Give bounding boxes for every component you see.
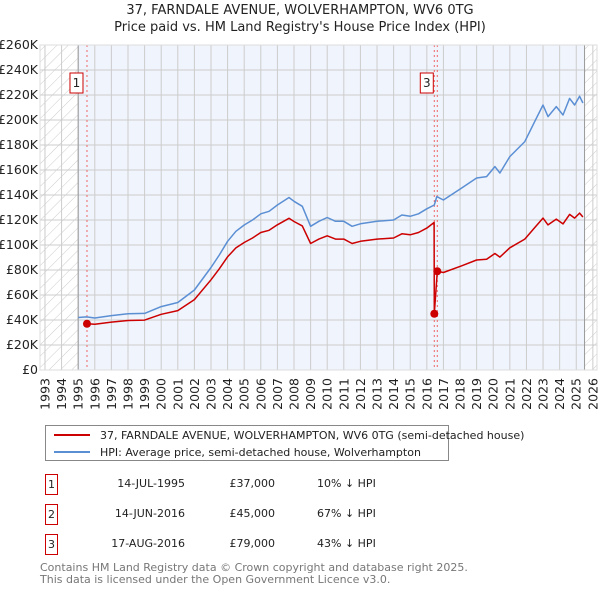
property-price-line (86, 212, 584, 326)
sale-date: 17-AUG-2016 (111, 537, 185, 550)
legend-item-property: 37, FARNDALE AVENUE, WOLVERHAMPTON, WV6 … (54, 427, 524, 443)
x-tick-label: 2016 (419, 378, 434, 410)
x-tick-label: 1997 (104, 378, 119, 410)
sale-number: 1 (45, 474, 58, 495)
x-tick-label: 2012 (353, 378, 368, 410)
footer-licence: This data is licensed under the Open Gov… (40, 573, 391, 586)
x-tick-label: 2015 (403, 378, 418, 410)
x-tick-label: 2000 (154, 378, 169, 410)
legend-item-hpi: HPI: Average price, semi-detached house,… (54, 444, 421, 460)
y-tick-label: £240K (0, 62, 39, 77)
x-tick-label: 2008 (287, 378, 302, 410)
x-tick-label: 2007 (270, 378, 285, 410)
x-tick-label: 2024 (552, 378, 567, 410)
x-tick-label: 2019 (469, 378, 484, 410)
y-tick-label: £60K (6, 287, 39, 302)
sale-date: 14-JUN-2016 (114, 507, 185, 520)
x-tick-label: 2014 (386, 378, 401, 410)
x-tick-label: 2011 (336, 378, 351, 410)
x-tick-label: 2004 (220, 378, 235, 410)
plot-background (40, 45, 597, 370)
sale-price: £45,000 (229, 507, 276, 520)
sale-row-3: 3 17-AUG-2016 £79,000 43% ↓ HPI (45, 534, 465, 555)
x-tick-label: 2026 (585, 378, 600, 410)
x-tick-label: 1999 (137, 378, 152, 410)
chart-title: 37, FARNDALE AVENUE, WOLVERHAMPTON, WV6 … (126, 3, 474, 18)
sale-date: 14-JUL-1995 (117, 477, 185, 490)
x-tick-label: 2017 (436, 378, 451, 410)
x-tick-label: 2006 (253, 378, 268, 410)
y-tick-label: £0 (22, 362, 38, 377)
no-data-region-right (584, 45, 597, 370)
sale-point-2 (430, 309, 439, 318)
x-tick-label: 2025 (569, 378, 584, 410)
footer-copyright: Contains HM Land Registry data © Crown c… (40, 561, 468, 574)
x-tick-label: 1998 (120, 378, 135, 410)
x-tick-label: 1993 (37, 378, 52, 410)
x-tick-label: 2023 (536, 378, 551, 410)
x-tick-label: 2022 (519, 378, 534, 410)
sale-row-2: 2 14-JUN-2016 £45,000 67% ↓ HPI (45, 504, 465, 525)
y-tick-label: £180K (0, 137, 39, 152)
x-tick-label: 1994 (54, 378, 69, 410)
sale-hpi-diff: 67% ↓ HPI (317, 507, 376, 520)
x-tick-label: 2003 (204, 378, 219, 410)
chart-subtitle: Price paid vs. HM Land Registry's House … (114, 20, 486, 35)
sale-number: 3 (45, 534, 58, 555)
sale-label-text: 3 (423, 76, 431, 90)
sale-label-border (419, 72, 434, 94)
sale-point-3 (433, 267, 442, 276)
x-tick-label: 2009 (303, 378, 318, 410)
sale-row-1: 1 14-JUL-1995 £37,000 10% ↓ HPI (45, 474, 465, 495)
y-tick-label: £80K (6, 262, 39, 277)
sale-number: 2 (45, 504, 58, 525)
x-tick-label: 2013 (370, 378, 385, 410)
legend-label-property: 37, FARNDALE AVENUE, WOLVERHAMPTON, WV6 … (100, 428, 525, 442)
legend: 37, FARNDALE AVENUE, WOLVERHAMPTON, WV6 … (45, 425, 524, 461)
sale-label-border (69, 72, 84, 94)
x-tick-label: 2002 (187, 378, 202, 410)
y-tick-label: £160K (0, 162, 39, 177)
y-tick-label: £260K (0, 37, 39, 52)
sale-hpi-diff: 10% ↓ HPI (317, 477, 376, 490)
price-chart: 1993 1994 1995 1996 1997 1998 1999 2000 2001 2002… (0, 37, 600, 410)
y-tick-label: £140K (0, 187, 39, 202)
y-tick-label: £120K (0, 212, 39, 227)
x-tick-label: 2010 (320, 378, 335, 410)
y-tick-label: £20K (6, 337, 39, 352)
y-tick-label: £100K (0, 237, 39, 252)
x-tick-label: 1996 (87, 378, 102, 410)
legend-swatch-hpi (54, 451, 90, 453)
sale-point-1 (82, 319, 91, 328)
legend-label-hpi: HPI: Average price, semi-detached house,… (100, 445, 421, 459)
x-tick-label: 1995 (71, 378, 86, 410)
x-tick-label: 2018 (453, 378, 468, 410)
legend-swatch-property (54, 434, 90, 436)
sale-price: £79,000 (229, 537, 276, 550)
plot-border (39, 44, 598, 371)
sale-hpi-diff: 43% ↓ HPI (317, 537, 376, 550)
hpi-line (78, 95, 584, 319)
x-tick-label: 2005 (237, 378, 252, 410)
x-tick-label: 2021 (502, 378, 517, 410)
no-data-region-left (40, 45, 79, 370)
x-tick-label: 2020 (486, 378, 501, 410)
y-tick-label: £200K (0, 112, 39, 127)
y-tick-label: £40K (6, 312, 39, 327)
sale-price: £37,000 (229, 477, 276, 490)
x-tick-label: 2001 (170, 378, 185, 410)
sale-label-box-3: 3 (419, 72, 434, 94)
y-tick-label: £220K (0, 87, 39, 102)
sale-label-box-1: 1 (69, 72, 84, 94)
sale-label-text: 1 (73, 76, 81, 90)
